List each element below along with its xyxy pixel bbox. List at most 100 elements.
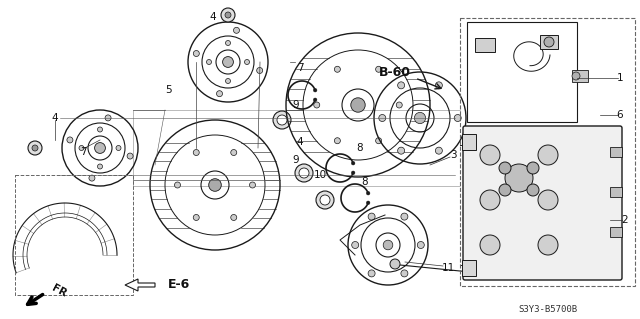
Circle shape	[127, 153, 133, 159]
Bar	[610, 187, 622, 197]
Circle shape	[225, 12, 231, 18]
Circle shape	[379, 115, 386, 122]
Circle shape	[368, 213, 375, 220]
Circle shape	[207, 60, 211, 64]
Bar	[460, 18, 635, 286]
Text: 9: 9	[292, 155, 300, 165]
Text: S3Y3-B5700B: S3Y3-B5700B	[518, 306, 577, 315]
Circle shape	[352, 241, 358, 249]
Circle shape	[401, 213, 408, 220]
Circle shape	[116, 145, 121, 151]
Circle shape	[89, 175, 95, 181]
Circle shape	[544, 37, 554, 47]
Circle shape	[209, 179, 221, 191]
Circle shape	[376, 66, 381, 72]
Text: 4: 4	[52, 113, 58, 123]
Circle shape	[351, 98, 365, 112]
Circle shape	[454, 115, 461, 122]
Circle shape	[397, 147, 404, 154]
Circle shape	[572, 72, 580, 80]
Circle shape	[316, 191, 334, 209]
Text: 9: 9	[292, 100, 300, 110]
Circle shape	[216, 91, 223, 97]
Circle shape	[314, 98, 317, 101]
Circle shape	[244, 60, 250, 64]
Circle shape	[376, 138, 381, 144]
Text: 8: 8	[356, 143, 364, 153]
Circle shape	[538, 145, 558, 165]
Circle shape	[480, 235, 500, 255]
Circle shape	[396, 102, 403, 108]
Polygon shape	[125, 279, 155, 291]
Circle shape	[435, 82, 442, 89]
Circle shape	[351, 171, 355, 174]
Circle shape	[273, 111, 291, 129]
Circle shape	[499, 184, 511, 196]
Text: 3: 3	[450, 150, 456, 160]
Circle shape	[193, 150, 199, 156]
Circle shape	[505, 164, 533, 192]
Circle shape	[223, 56, 234, 67]
Circle shape	[299, 168, 309, 178]
Circle shape	[221, 8, 235, 22]
Circle shape	[193, 214, 199, 220]
Circle shape	[32, 145, 38, 151]
Circle shape	[538, 190, 558, 210]
Circle shape	[234, 27, 239, 33]
Bar	[572, 70, 588, 82]
Circle shape	[383, 240, 393, 250]
Bar	[610, 227, 622, 237]
Circle shape	[390, 259, 400, 269]
Circle shape	[225, 41, 230, 46]
Text: 4: 4	[297, 137, 303, 147]
Circle shape	[97, 164, 102, 169]
Circle shape	[79, 145, 84, 151]
Circle shape	[277, 115, 287, 125]
Circle shape	[366, 191, 370, 195]
Circle shape	[28, 141, 42, 155]
Text: 4: 4	[210, 12, 216, 22]
Text: 10: 10	[314, 170, 326, 180]
FancyBboxPatch shape	[463, 126, 622, 280]
Circle shape	[401, 270, 408, 277]
Circle shape	[320, 195, 330, 205]
Circle shape	[415, 112, 426, 123]
Text: 11: 11	[442, 263, 454, 273]
Circle shape	[527, 184, 539, 196]
Text: 2: 2	[621, 215, 628, 225]
Bar	[462, 260, 476, 276]
Text: 1: 1	[617, 73, 623, 83]
Circle shape	[366, 201, 370, 204]
Bar	[540, 35, 558, 49]
Bar	[610, 147, 622, 157]
Text: 7: 7	[80, 147, 86, 157]
Circle shape	[527, 162, 539, 174]
Circle shape	[97, 127, 102, 132]
Circle shape	[105, 115, 111, 121]
Circle shape	[231, 214, 237, 220]
Circle shape	[257, 68, 262, 73]
Circle shape	[480, 145, 500, 165]
Circle shape	[417, 241, 424, 249]
Circle shape	[334, 138, 340, 144]
Circle shape	[193, 50, 199, 56]
Circle shape	[314, 88, 317, 92]
Text: 8: 8	[362, 177, 368, 187]
Circle shape	[231, 150, 237, 156]
Circle shape	[435, 147, 442, 154]
Circle shape	[314, 102, 320, 108]
Bar	[462, 134, 476, 150]
Bar	[475, 38, 495, 52]
Circle shape	[480, 190, 500, 210]
Text: E-6: E-6	[168, 278, 190, 292]
Bar	[467, 22, 577, 122]
Circle shape	[351, 161, 355, 165]
Circle shape	[95, 143, 106, 153]
Text: 6: 6	[617, 110, 623, 120]
Circle shape	[225, 78, 230, 84]
Circle shape	[250, 182, 255, 188]
Circle shape	[538, 235, 558, 255]
Circle shape	[295, 164, 313, 182]
Text: FR: FR	[50, 283, 68, 299]
Bar	[15, 175, 133, 295]
